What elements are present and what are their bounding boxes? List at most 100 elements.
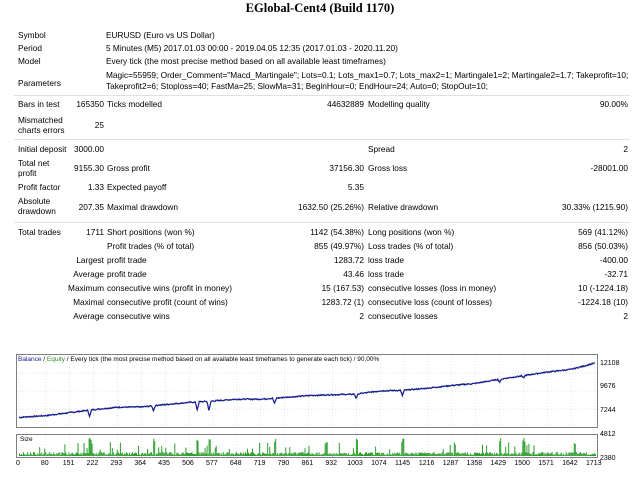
- bars-value: 165350: [76, 99, 104, 109]
- size-bar: [408, 453, 410, 456]
- total-trades-label: Total trades: [18, 227, 61, 237]
- ticks-label: Ticks modelled: [107, 99, 163, 109]
- size-bar: [284, 453, 286, 456]
- size-bar: [350, 454, 352, 456]
- size-bar: [169, 452, 171, 456]
- short-positions-value: 1142 (54.38%): [310, 227, 364, 237]
- size-bar: [23, 452, 24, 456]
- size-bar: [247, 448, 248, 456]
- size-bar: [250, 453, 251, 456]
- size-bar: [487, 452, 489, 456]
- size-bar: [228, 449, 230, 456]
- size-bar: [37, 453, 39, 456]
- size-bar: [113, 454, 115, 456]
- size-bar: [404, 453, 406, 456]
- size-bar: [209, 439, 211, 456]
- size-bar: [328, 454, 330, 456]
- size-bar: [501, 453, 503, 456]
- size-bar: [249, 454, 250, 456]
- size-bar: [132, 452, 133, 456]
- size-bar: [279, 453, 281, 456]
- size-bar: [378, 452, 380, 456]
- size-bar: [281, 452, 283, 456]
- size-bar: [383, 452, 385, 456]
- average-consecutive-wins-label: consecutive wins: [107, 311, 170, 321]
- size-bar: [506, 453, 508, 456]
- size-bar: [415, 452, 417, 456]
- size-chart: Size: [16, 434, 598, 458]
- size-bar: [294, 452, 296, 456]
- gross-profit-label: Gross profit: [107, 163, 150, 173]
- spread-label: Spread: [368, 144, 395, 154]
- size-bar: [20, 455, 21, 456]
- size-bar: [299, 452, 301, 456]
- size-bar: [186, 452, 188, 456]
- size-bar: [513, 453, 515, 456]
- size-bar: [179, 454, 181, 456]
- profit-factor-value: 1.33: [87, 182, 104, 192]
- size-bar: [222, 452, 224, 456]
- size-bar: [70, 454, 72, 456]
- size-bar: [116, 449, 118, 456]
- size-bar: [337, 454, 339, 456]
- size-bar: [446, 452, 448, 456]
- size-bar: [55, 455, 57, 456]
- size-bar: [260, 454, 262, 456]
- size-bar: [34, 452, 36, 456]
- size-bar: [522, 440, 524, 456]
- separator: [14, 95, 630, 96]
- quality-value: 90.00%: [599, 99, 628, 109]
- size-bar: [218, 452, 220, 456]
- size-bar: [291, 452, 293, 456]
- size-bar: [493, 454, 495, 456]
- size-bar: [587, 454, 589, 456]
- size-bar: [254, 454, 255, 456]
- size-bar: [462, 453, 464, 456]
- size-bar: [593, 454, 594, 456]
- size-bar: [423, 453, 425, 456]
- y-tick-label: 4812: [600, 431, 616, 438]
- y-tick-label: 2380: [600, 455, 616, 462]
- size-bar: [460, 453, 462, 456]
- size-bar: [139, 454, 140, 456]
- loss-trades-value: 856 (50.03%): [578, 241, 628, 251]
- size-bar: [540, 452, 542, 456]
- size-bar: [414, 454, 416, 456]
- size-bar: [311, 452, 313, 456]
- size-bar: [538, 452, 540, 456]
- average-consecutive-wins-value: 2: [359, 311, 364, 321]
- maximal-label: Maximal: [73, 297, 104, 307]
- size-bar: [463, 453, 465, 456]
- symbol-label: Symbol: [18, 30, 46, 40]
- size-bar: [185, 447, 187, 456]
- size-bar: [129, 452, 130, 456]
- size-bar: [586, 454, 588, 456]
- size-bar: [86, 448, 88, 456]
- ticks-value: 44632889: [327, 99, 364, 109]
- size-bar: [40, 453, 42, 456]
- size-bar: [168, 453, 170, 456]
- size-bar: [484, 454, 485, 456]
- size-bar: [424, 452, 426, 456]
- size-bar: [295, 452, 297, 456]
- size-bar: [345, 453, 347, 456]
- size-bar: [369, 453, 370, 456]
- size-bar: [320, 454, 322, 456]
- size-bar: [433, 452, 435, 456]
- size-bar: [100, 452, 102, 456]
- size-bar: [370, 452, 371, 456]
- size-bar: [83, 443, 85, 456]
- size-bar: [272, 453, 274, 456]
- size-bar: [420, 452, 422, 456]
- balance-line: [18, 362, 595, 419]
- size-bar: [248, 452, 249, 456]
- size-bar: [376, 452, 378, 456]
- symbol-value: EURUSD (Euro vs US Dollar): [106, 30, 215, 40]
- size-bar: [594, 453, 595, 456]
- size-bar: [405, 452, 407, 456]
- size-bar: [537, 454, 539, 456]
- size-bar: [310, 454, 312, 456]
- deposit-label: Initial deposit: [18, 144, 67, 154]
- absolute-drawdown-label: Absolute drawdown: [18, 196, 56, 216]
- size-bar: [364, 453, 365, 456]
